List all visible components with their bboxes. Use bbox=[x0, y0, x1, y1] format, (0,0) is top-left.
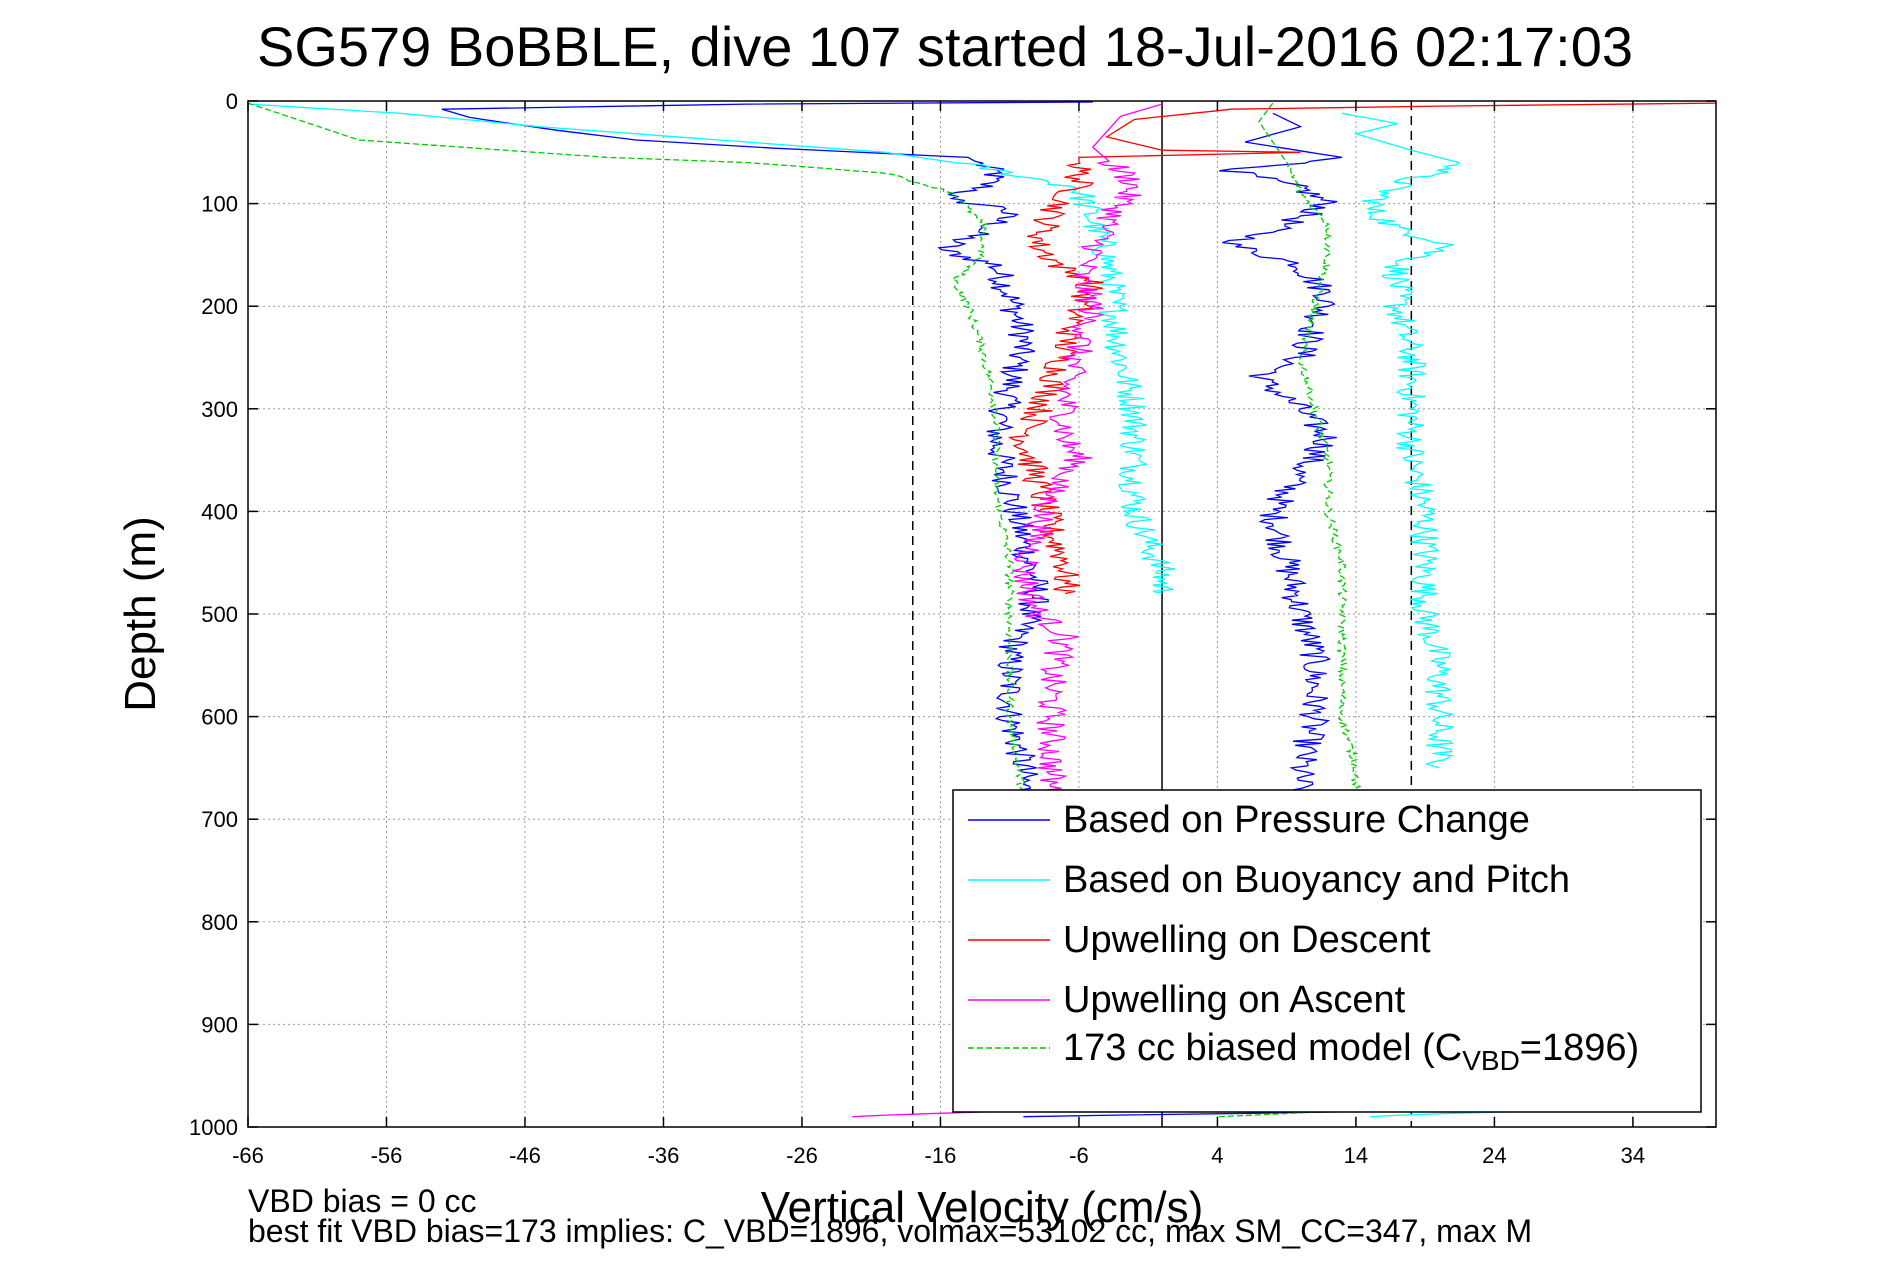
y-tick-label: 800 bbox=[201, 910, 238, 935]
y-tick-label: 300 bbox=[201, 397, 238, 422]
legend-entry-label: Upwelling on Descent bbox=[1063, 919, 1431, 961]
x-tick-label: 4 bbox=[1211, 1143, 1223, 1168]
series-layer bbox=[247, 101, 1717, 1118]
y-tick-label: 700 bbox=[201, 807, 238, 832]
legend-box bbox=[952, 789, 1702, 1113]
series-line bbox=[1341, 112, 1461, 769]
x-tick-label: -66 bbox=[232, 1143, 264, 1168]
legend: Based on Pressure Change Based on Buoyanc… bbox=[952, 789, 1702, 1113]
y-axis-label: Depth (m) bbox=[116, 516, 165, 712]
series-line bbox=[1219, 112, 1343, 800]
series-line bbox=[1007, 102, 1717, 595]
x-tick-label: -46 bbox=[509, 1143, 541, 1168]
x-tick-label: -56 bbox=[371, 1143, 403, 1168]
y-tick-label: 1000 bbox=[189, 1115, 238, 1140]
x-tick-label: -6 bbox=[1069, 1143, 1089, 1168]
x-tick-label: 34 bbox=[1621, 1143, 1645, 1168]
chart-title: SG579 BoBBLE, dive 107 started 18-Jul-20… bbox=[257, 15, 1633, 78]
series-line bbox=[1012, 103, 1163, 800]
x-tick-label: -26 bbox=[786, 1143, 818, 1168]
y-tick-label: 100 bbox=[201, 192, 238, 217]
x-tick-label: 24 bbox=[1482, 1143, 1506, 1168]
series-line bbox=[247, 102, 1028, 800]
legend-entry-label: Based on Buoyancy and Pitch bbox=[1063, 859, 1570, 901]
y-tick-label: 200 bbox=[201, 294, 238, 319]
axis-ticks: -66 -56 -46 -36 -26 -16 -6 4 14 24 34 0 100 200 300 400… bbox=[189, 89, 1716, 1168]
footer-best-fit-summary: best fit VBD bias=173 implies: C_VBD=189… bbox=[248, 1213, 1532, 1249]
y-tick-label: 900 bbox=[201, 1012, 238, 1037]
series-line bbox=[441, 101, 1093, 800]
y-tick-label: 400 bbox=[201, 499, 238, 524]
legend-entry-label: Upwelling on Ascent bbox=[1063, 979, 1406, 1021]
series-3 bbox=[1007, 102, 1717, 595]
y-tick-label: 500 bbox=[201, 602, 238, 627]
series-line bbox=[1258, 102, 1362, 800]
x-axis-label: Vertical Velocity (cm/s) bbox=[761, 1183, 1204, 1232]
x-tick-label: 14 bbox=[1344, 1143, 1368, 1168]
y-tick-label: 0 bbox=[226, 89, 238, 114]
x-tick-label: -36 bbox=[648, 1143, 680, 1168]
x-tick-label: -16 bbox=[925, 1143, 957, 1168]
legend-entry-label: Based on Pressure Change bbox=[1063, 799, 1530, 841]
series-line bbox=[247, 103, 1175, 595]
y-tick-label: 600 bbox=[201, 705, 238, 730]
footer-vbd-bias: VBD bias = 0 cc bbox=[248, 1183, 477, 1219]
legend-entry-label: 173 cc biased model (CVBD=1896) bbox=[1063, 1027, 1639, 1076]
